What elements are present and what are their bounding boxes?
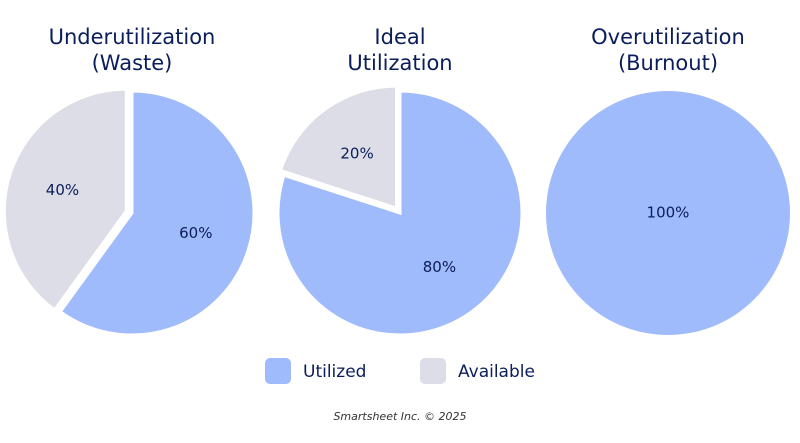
data-label: 40% (46, 181, 79, 199)
data-label: 80% (423, 258, 456, 276)
data-label: 60% (179, 224, 212, 242)
chart-title: Ideal (374, 25, 425, 49)
data-label: 20% (340, 144, 373, 162)
chart-title: (Burnout) (618, 51, 718, 75)
pie-slice (58, 89, 256, 337)
pie-slice (2, 87, 128, 312)
chart-title: Overutilization (591, 25, 745, 49)
pie-slice (546, 91, 790, 335)
footer: Smartsheet Inc. © 2025 (333, 410, 466, 423)
legend-swatch (265, 358, 291, 384)
legend-swatch (420, 358, 446, 384)
legend-label: Utilized (303, 362, 366, 382)
chart-title: Underutilization (49, 25, 216, 49)
chart-title: Utilization (347, 51, 452, 75)
pie-slice (276, 89, 524, 337)
pie-slice (278, 84, 398, 211)
chart-title: (Waste) (92, 51, 173, 75)
data-label: 100% (647, 204, 690, 222)
legend-label: Available (458, 362, 535, 382)
